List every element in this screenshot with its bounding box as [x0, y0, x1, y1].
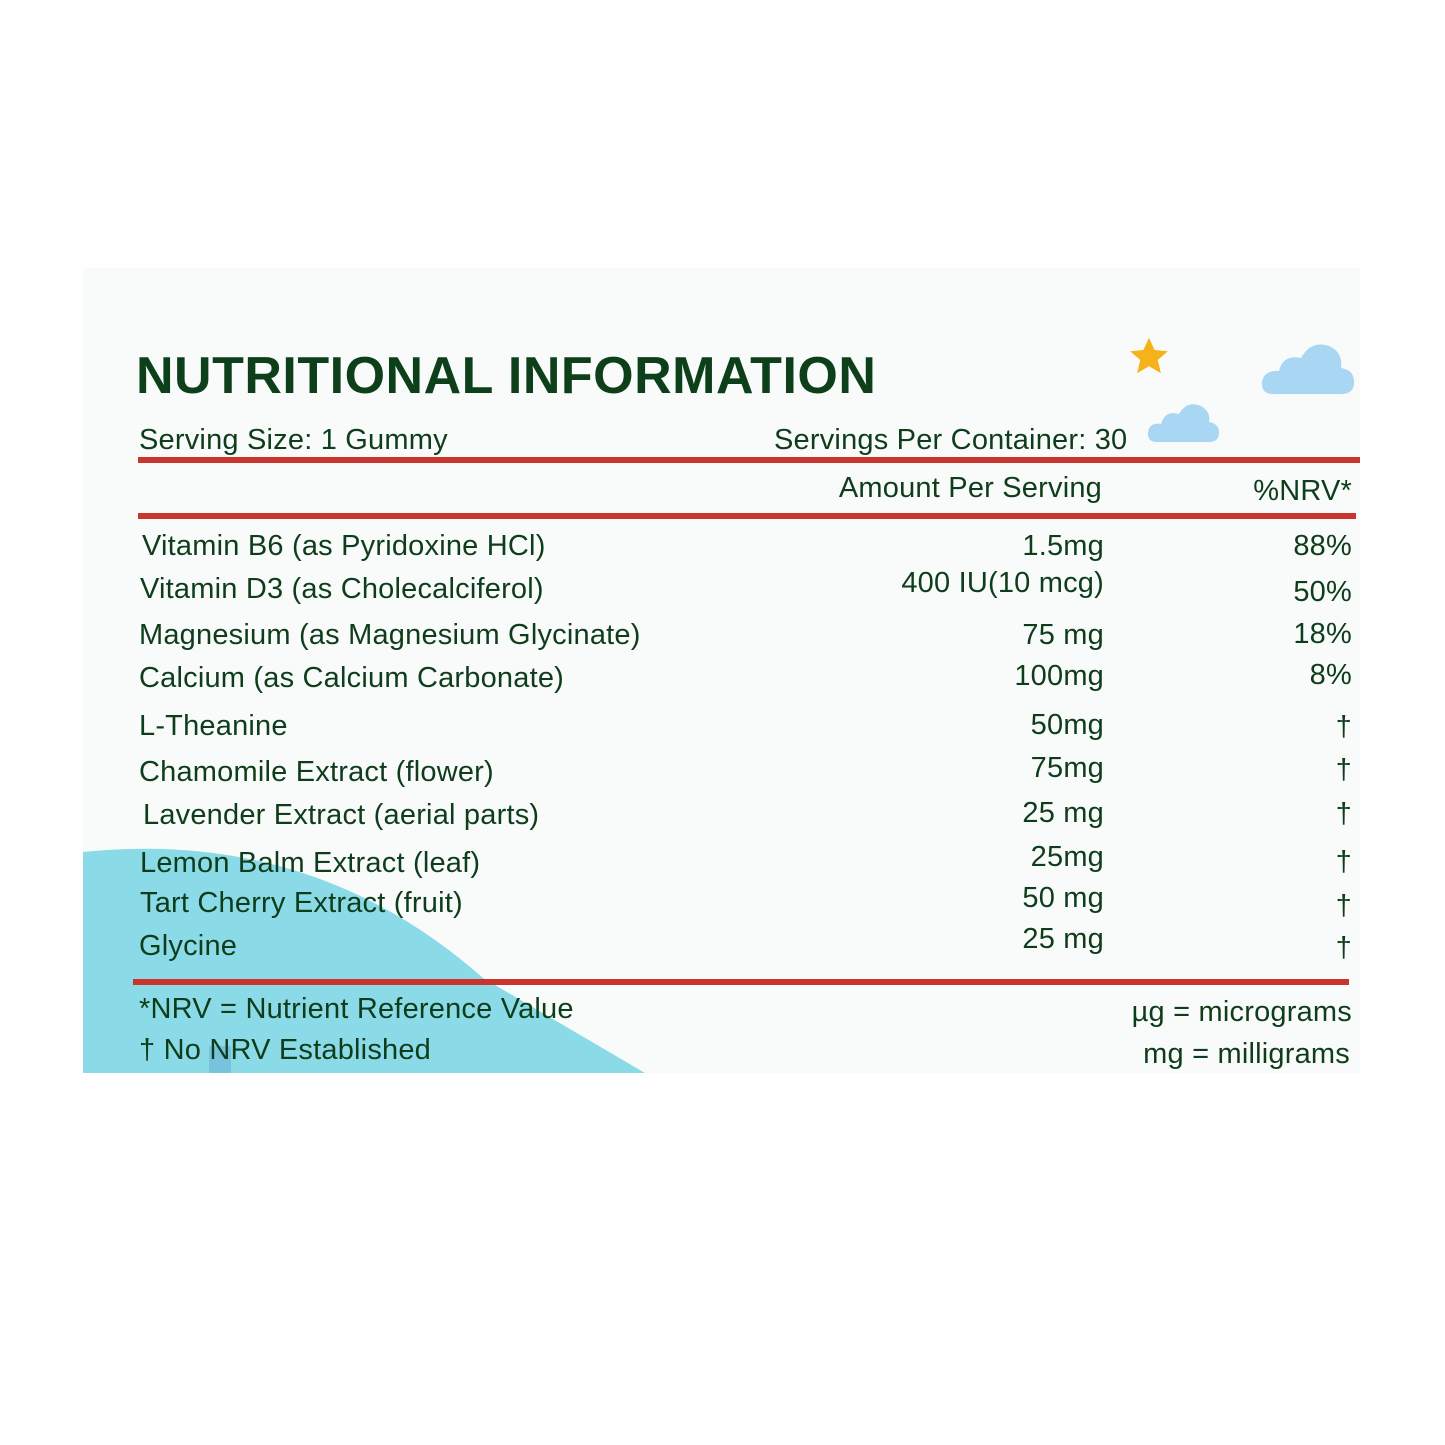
nutrient-name: Vitamin B6 (as Pyridoxine HCl) — [142, 530, 546, 562]
nutrient-amount: 75 mg — [1022, 619, 1104, 651]
decorative-wave — [83, 848, 645, 1073]
servings-per-container: Servings Per Container: 30 — [774, 424, 1128, 456]
nutrient-name: Calcium (as Calcium Carbonate) — [139, 662, 565, 694]
nutrient-amount: 25 mg — [1022, 923, 1104, 955]
nutrient-nrv: † — [1335, 798, 1352, 830]
divider — [133, 979, 1349, 985]
nutrient-nrv: † — [1335, 890, 1352, 922]
nutrient-amount: 50mg — [1030, 709, 1104, 741]
footnote-dagger: † No NRV Established — [139, 1034, 432, 1066]
nutrient-nrv: † — [1335, 846, 1352, 878]
nutrient-nrv: 18% — [1293, 618, 1352, 650]
nutrient-name: Glycine — [139, 930, 238, 962]
nutrient-name: Lavender Extract (aerial parts) — [143, 799, 540, 831]
nutrient-name: Chamomile Extract (flower) — [139, 756, 494, 788]
nutrient-nrv: 50% — [1293, 576, 1352, 608]
star-icon — [1130, 337, 1168, 374]
cloud-icon — [1147, 404, 1220, 442]
nutrient-nrv: 88% — [1293, 530, 1352, 562]
nutrient-name: Magnesium (as Magnesium Glycinate) — [139, 619, 641, 651]
serving-size: Serving Size: 1 Gummy — [139, 424, 448, 456]
footnote-nrv: *NRV = Nutrient Reference Value — [139, 993, 574, 1025]
footnote-milligrams: mg = milligrams — [1143, 1038, 1350, 1070]
divider — [138, 457, 1360, 463]
nutrient-amount: 100mg — [1014, 660, 1104, 692]
footnote-micrograms: µg = micrograms — [1131, 996, 1352, 1028]
divider — [138, 513, 1356, 519]
nutrient-amount: 25 mg — [1022, 797, 1104, 829]
nutrient-nrv: 8% — [1309, 659, 1352, 691]
nutrient-name: L-Theanine — [139, 710, 288, 742]
nutrient-nrv: † — [1335, 932, 1352, 964]
page-title: NUTRITIONAL INFORMATION — [136, 347, 877, 405]
cloud-icon — [1261, 344, 1355, 394]
nutrient-name: Lemon Balm Extract (leaf) — [140, 847, 481, 879]
nutrient-amount: 75mg — [1030, 752, 1104, 784]
nutrient-amount: 400 IU(10 mcg) — [901, 567, 1104, 599]
nutrient-name: Tart Cherry Extract (fruit) — [140, 887, 463, 919]
nutrient-nrv: † — [1335, 711, 1352, 743]
nutrient-amount: 25mg — [1030, 841, 1104, 873]
amount-header: Amount Per Serving — [838, 472, 1102, 504]
nutrition-label: NUTRITIONAL INFORMATION Serving Size: 1 … — [83, 268, 1360, 1073]
nutrient-name: Vitamin D3 (as Cholecalciferol) — [140, 573, 544, 605]
nrv-header: %NRV* — [1253, 475, 1352, 507]
nutrient-amount: 1.5mg — [1022, 530, 1104, 562]
nutrient-nrv: † — [1335, 754, 1352, 786]
nutrient-amount: 50 mg — [1022, 882, 1104, 914]
